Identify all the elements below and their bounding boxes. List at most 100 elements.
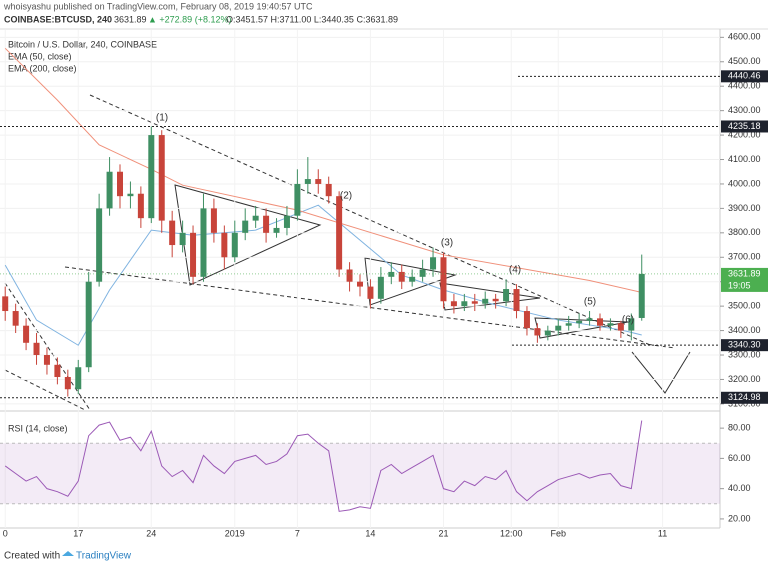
y-tick-label: 80.00 (728, 423, 751, 433)
candle-body (419, 269, 426, 277)
candle-body (336, 196, 343, 270)
candle-body (544, 330, 551, 336)
candle-body (607, 323, 614, 326)
candle-body (54, 364, 61, 378)
candle-body (242, 220, 249, 233)
candle-body (283, 215, 290, 228)
trendline (64, 266, 676, 349)
y-tick-label: 3400.00 (728, 325, 761, 335)
candle-body (33, 342, 40, 356)
y-tick-label: 4300.00 (728, 105, 761, 115)
logo (62, 551, 74, 556)
arrow-v (631, 351, 691, 394)
x-tick-label: 14 (365, 528, 375, 538)
y-tick-label: 4000.00 (728, 178, 761, 188)
chart-title: Bitcoin / U.S. Dollar, 240, COINBASE (8, 39, 157, 49)
level-label: 3124.98 (728, 392, 761, 402)
x-tick-label: 2019 (225, 528, 245, 538)
y-tick-label: 3900.00 (728, 203, 761, 213)
candle-body (137, 193, 144, 219)
symbol: COINBASE:BTCUSD, 240 (4, 14, 112, 24)
trendline (4, 369, 86, 411)
candle-body (23, 325, 30, 343)
trendline (89, 94, 651, 346)
wave-label: (1) (156, 113, 168, 124)
candle-body (148, 135, 155, 219)
candle-body (2, 296, 9, 312)
last-price-label: 3631.89 (728, 268, 761, 278)
candle-body (638, 273, 645, 318)
level-box (721, 120, 768, 133)
candle-body (482, 298, 489, 304)
candle-body (294, 183, 301, 216)
candle-body (64, 377, 71, 390)
candle-body (75, 367, 82, 390)
candle-body (179, 232, 186, 246)
candle-body (325, 183, 332, 197)
rsi-band (0, 443, 720, 504)
candle-body (377, 276, 384, 299)
candle-body (503, 289, 510, 302)
x-tick-label: 12:00 (500, 528, 523, 538)
candle-body (523, 311, 530, 329)
candle-body (43, 355, 50, 365)
candle-body (357, 281, 363, 287)
y-tick-label: 60.00 (728, 453, 751, 463)
candle-body (471, 301, 478, 304)
candle-body (315, 179, 322, 184)
candle-body (200, 208, 207, 277)
y-tick-label: 3300.00 (728, 349, 761, 359)
x-tick-label: 11 (658, 528, 667, 538)
wave-label: (2) (340, 191, 352, 202)
candle-body (430, 257, 437, 270)
wave-label: (5) (584, 297, 596, 308)
candle-body (210, 208, 217, 233)
footer: Created with (4, 551, 60, 562)
candle-body (565, 323, 572, 326)
y-tick-label: 3800.00 (728, 227, 761, 237)
legend-entry: EMA (200, close) (8, 63, 77, 73)
y-tick-label: 4500.00 (728, 56, 761, 66)
x-tick-label: 24 (146, 528, 156, 538)
y-tick-label: 3200.00 (728, 374, 761, 384)
candle-body (450, 301, 457, 307)
wave-label: (4) (509, 265, 521, 276)
level-box (721, 70, 768, 83)
candle-body (367, 286, 374, 299)
countdown: 19:05 (728, 280, 751, 290)
y-tick-label: 4600.00 (728, 32, 761, 42)
candle-body (346, 269, 353, 282)
change: ▲ +272.89 (+8.12%) (148, 14, 231, 24)
candle-body (85, 281, 92, 368)
level-box (721, 339, 768, 352)
level-label: 4235.18 (728, 121, 761, 131)
candle-body (534, 328, 541, 336)
ema-line (4, 47, 642, 293)
y-tick-label: 4200.00 (728, 129, 761, 139)
candle-body (388, 271, 395, 277)
candle-body (440, 257, 447, 302)
candle-body (304, 179, 311, 184)
candle-body (617, 323, 624, 331)
candle-body (461, 301, 468, 307)
candle-body (190, 232, 197, 277)
candle-body (252, 215, 259, 221)
wave-label: (3) (441, 238, 453, 249)
candle-body (628, 318, 635, 331)
wave-label: (6) (622, 315, 634, 326)
candle-body (597, 318, 603, 326)
x-tick-label: Feb (551, 528, 567, 538)
y-tick-label: 3500.00 (728, 301, 761, 311)
candle-body (555, 325, 562, 331)
rsi-title: RSI (14, close) (8, 423, 68, 433)
candle-body (398, 271, 405, 282)
candle-body (106, 171, 113, 209)
y-tick-label: 4100.00 (728, 154, 761, 164)
y-tick-label: 4400.00 (728, 81, 761, 91)
candle-body (231, 232, 238, 258)
candle-body (158, 135, 165, 221)
y-tick-label: 20.00 (728, 513, 751, 523)
candle-body (273, 227, 280, 233)
candle-body (96, 208, 103, 282)
